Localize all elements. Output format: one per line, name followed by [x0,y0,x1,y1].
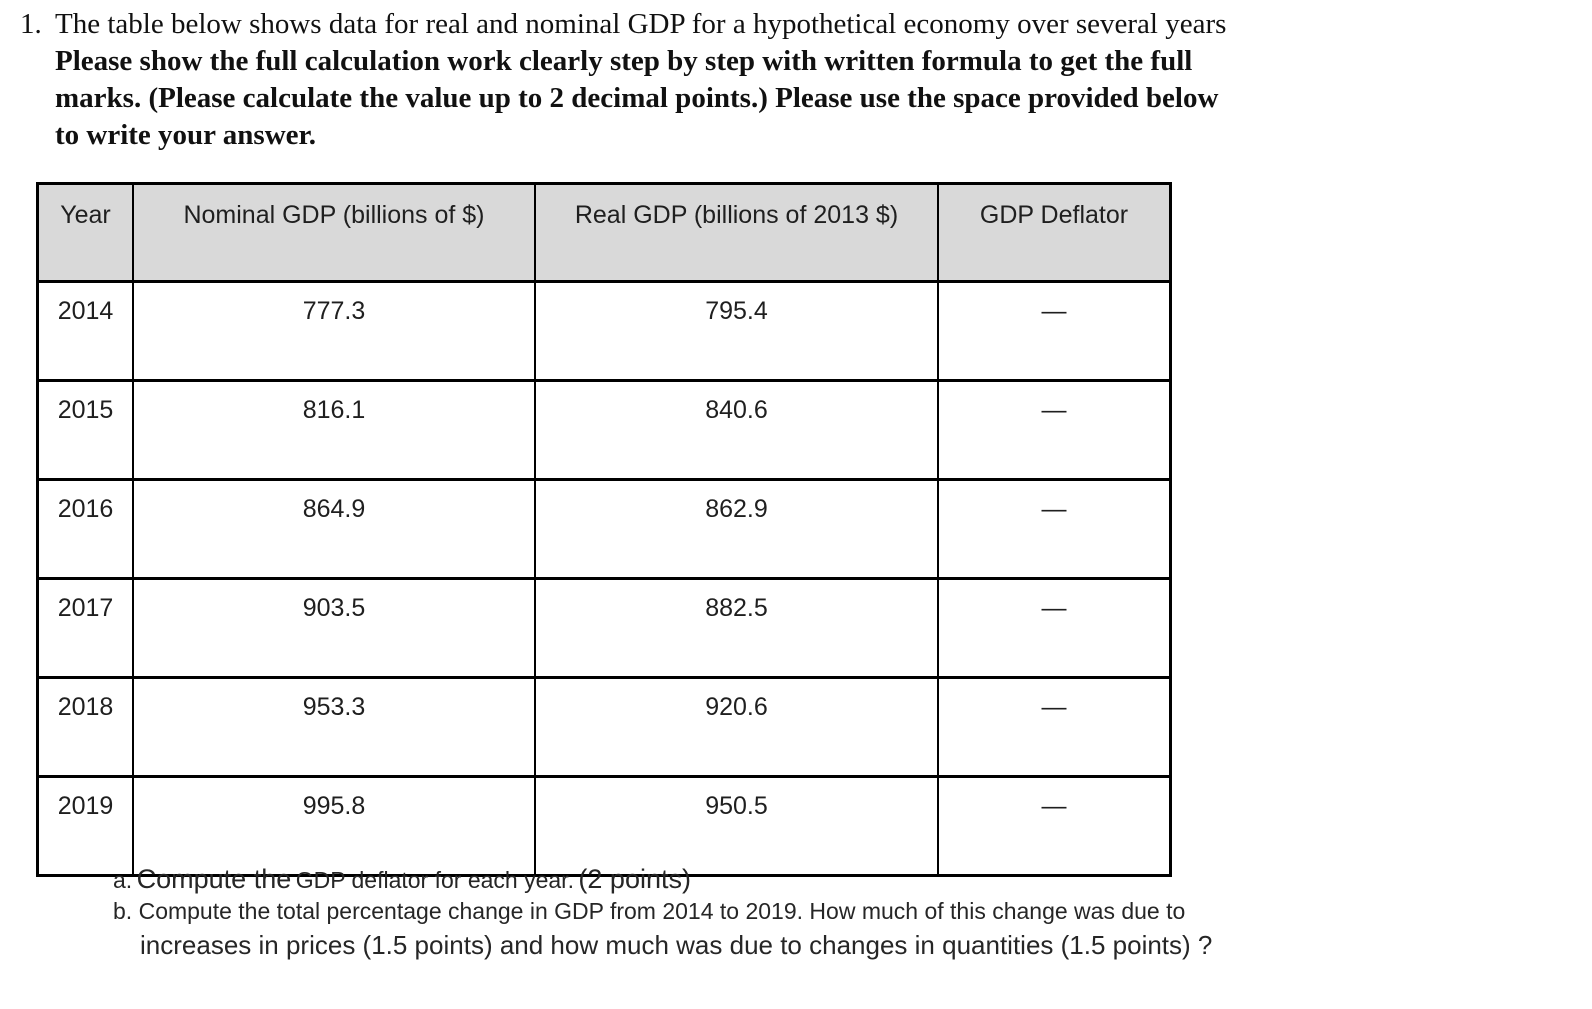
cell-real-gdp: 862.9 [534,478,939,580]
cell-nominal-gdp: 864.9 [132,478,536,580]
subquestion-b-line-2: increases in prices (1.5 points) and how… [140,930,1213,960]
table-header-row: Year Nominal GDP (billions of $) Real GD… [36,182,1172,283]
subquestion-b-text-1: Compute the total percentage change in G… [138,898,1186,924]
cell-real-gdp: 840.6 [534,379,939,481]
intro-line-1-text: The table below shows data for real and … [55,8,1227,40]
cell-nominal-gdp: 777.3 [132,280,536,382]
table-row: 2016 864.9 862.9 — [36,478,1172,580]
table-row: 2015 816.1 840.6 — [36,379,1172,481]
subquestion-a-label: a. [113,867,133,893]
cell-gdp-deflator: — [937,478,1172,580]
table-row: 2014 777.3 795.4 — [36,280,1172,382]
table-row: 2019 995.8 950.5 — [36,775,1172,877]
question-intro: 1. The table below shows data for real an… [20,6,1580,154]
cell-year: 2014 [36,280,134,382]
header-real-gdp: Real GDP (billions of 2013 $) [534,182,939,283]
cell-real-gdp: 882.5 [534,577,939,679]
header-year: Year [36,182,134,283]
cell-gdp-deflator: — [937,280,1172,382]
cell-year: 2018 [36,676,134,778]
subquestion-a-text-2: GDP deflator for each year. [295,867,574,893]
cell-year: 2016 [36,478,134,580]
intro-line-4: to write your answer. [55,119,316,151]
cell-gdp-deflator: — [937,775,1172,877]
cell-nominal-gdp: 903.5 [132,577,536,679]
cell-nominal-gdp: 816.1 [132,379,536,481]
table-row: 2018 953.3 920.6 — [36,676,1172,778]
subquestion-a-points: (2 points) [578,864,691,894]
question-number: 1. [20,8,42,40]
header-gdp-deflator: GDP Deflator [937,182,1172,283]
cell-year: 2019 [36,775,134,877]
cell-nominal-gdp: 953.3 [132,676,536,778]
gdp-table: Year Nominal GDP (billions of $) Real GD… [36,182,1172,877]
subquestion-a-text-1: Compute the [136,864,292,894]
subquestion-b-line-1: b. Compute the total percentage change i… [113,898,1185,925]
subquestion-b-label: b. [113,898,133,924]
cell-real-gdp: 950.5 [534,775,939,877]
header-nominal-gdp: Nominal GDP (billions of $) [132,182,536,283]
cell-real-gdp: 795.4 [534,280,939,382]
intro-line-2: Please show the full calculation work cl… [55,45,1193,77]
cell-real-gdp: 920.6 [534,676,939,778]
cell-gdp-deflator: — [937,676,1172,778]
intro-line-3: marks. (Please calculate the value up to… [55,82,1219,114]
table-row: 2017 903.5 882.5 — [36,577,1172,679]
subquestion-a: a. Compute the GDP deflator for each yea… [113,864,691,895]
intro-line-1: 1. The table below shows data for real an… [20,6,1580,43]
cell-year: 2015 [36,379,134,481]
cell-gdp-deflator: — [937,379,1172,481]
cell-nominal-gdp: 995.8 [132,775,536,877]
cell-gdp-deflator: — [937,577,1172,679]
cell-year: 2017 [36,577,134,679]
